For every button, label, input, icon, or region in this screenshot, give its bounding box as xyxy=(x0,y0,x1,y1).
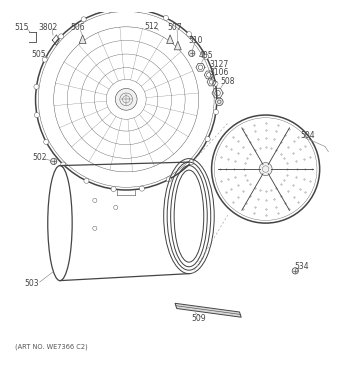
Circle shape xyxy=(34,84,39,89)
Circle shape xyxy=(189,160,194,165)
Circle shape xyxy=(166,177,171,182)
Polygon shape xyxy=(174,41,181,50)
Text: 534: 534 xyxy=(294,262,308,271)
Circle shape xyxy=(50,158,57,164)
Circle shape xyxy=(205,137,210,142)
Circle shape xyxy=(213,81,218,86)
Circle shape xyxy=(189,50,195,56)
Text: 3127: 3127 xyxy=(209,60,229,69)
Text: (ART NO. WE7366 C2): (ART NO. WE7366 C2) xyxy=(15,344,88,350)
Polygon shape xyxy=(167,35,174,44)
Text: 512: 512 xyxy=(144,22,159,31)
Circle shape xyxy=(34,113,40,117)
Circle shape xyxy=(214,109,218,115)
Text: 504: 504 xyxy=(300,131,315,141)
Text: 3106: 3106 xyxy=(209,68,229,77)
Circle shape xyxy=(259,163,272,176)
Polygon shape xyxy=(79,35,86,44)
Text: 506: 506 xyxy=(71,23,85,32)
Circle shape xyxy=(81,17,86,22)
Circle shape xyxy=(58,34,64,39)
Circle shape xyxy=(84,178,89,184)
Text: 405: 405 xyxy=(198,51,213,60)
Text: 510: 510 xyxy=(188,35,202,45)
Circle shape xyxy=(61,162,66,167)
Circle shape xyxy=(187,32,192,37)
Text: 507: 507 xyxy=(168,23,182,32)
Text: 3802: 3802 xyxy=(38,23,58,32)
Circle shape xyxy=(111,186,116,192)
Circle shape xyxy=(163,15,168,21)
Text: 503: 503 xyxy=(25,279,40,288)
Circle shape xyxy=(204,54,209,59)
Circle shape xyxy=(216,98,223,106)
Text: 509: 509 xyxy=(191,314,206,323)
Text: 502: 502 xyxy=(33,153,47,162)
Circle shape xyxy=(136,7,141,12)
Circle shape xyxy=(42,57,47,62)
Circle shape xyxy=(108,7,113,13)
Circle shape xyxy=(115,88,137,110)
Circle shape xyxy=(44,140,49,144)
Polygon shape xyxy=(175,303,241,317)
Circle shape xyxy=(139,186,145,191)
Text: 515: 515 xyxy=(14,23,29,32)
Text: 505: 505 xyxy=(31,50,46,59)
Circle shape xyxy=(292,268,299,274)
Text: 508: 508 xyxy=(220,78,235,87)
